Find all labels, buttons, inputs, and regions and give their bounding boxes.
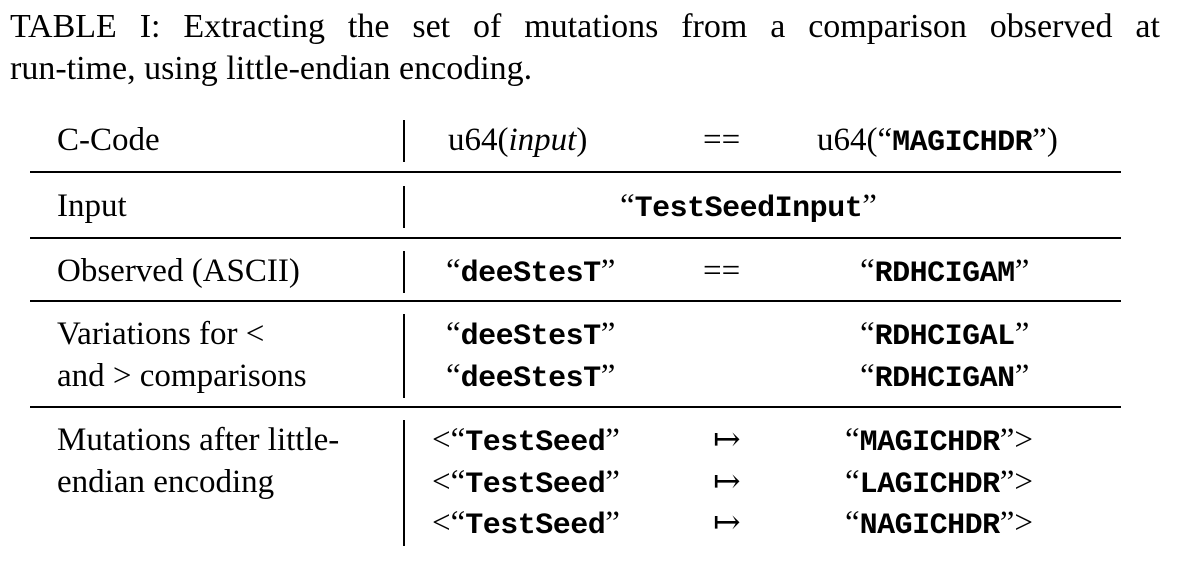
table-caption: TABLE I: Extracting the set of mutations… [10, 6, 1160, 90]
maps-to-icon: ↦ [713, 505, 741, 541]
observed-row-label: Observed (ASCII) [57, 253, 300, 289]
mutations-label-line-1: Mutations after little- [57, 422, 340, 458]
column-separator [403, 420, 405, 546]
column-separator [403, 186, 405, 228]
mutation-rhs: “NAGICHDR”> [845, 505, 1033, 543]
header-rhs: u64(“MAGICHDR”) [817, 122, 1058, 160]
caption-line-1: TABLE I: Extracting the set of mutations… [10, 6, 1160, 48]
caption-word: a [770, 8, 786, 45]
caption-word: of [473, 8, 502, 45]
mutations-label-line-2: endian encoding [57, 464, 275, 500]
observed-rhs: “RDHCIGAM” [860, 253, 1030, 291]
mutation-rhs: “MAGICHDR”> [845, 422, 1033, 460]
column-separator [403, 314, 405, 398]
variation-lhs: “deeStesT” [446, 316, 616, 354]
column-separator [403, 251, 405, 293]
input-value: “TestSeedInput” [620, 188, 877, 226]
header-row-label: C-Code [57, 122, 160, 158]
variations-label-line-1: Variations for < [57, 316, 265, 352]
caption-word: set [412, 8, 451, 45]
caption-word: mutations [524, 8, 659, 45]
maps-to-icon: ↦ [713, 422, 741, 458]
observed-lhs: “deeStesT” [446, 253, 616, 291]
caption-word: from [681, 8, 748, 45]
mutation-lhs: <“TestSeed” [432, 422, 620, 460]
caption-word: observed [989, 8, 1113, 45]
maps-to-icon: ↦ [713, 464, 741, 500]
header-operator: == [703, 122, 741, 158]
variation-lhs: “deeStesT” [446, 358, 616, 396]
caption-word: Extracting [183, 8, 326, 45]
caption-word: I: [139, 8, 161, 45]
header-rule [30, 171, 1121, 173]
caption-word: comparison [808, 8, 967, 45]
variations-label-line-2: and > comparisons [57, 358, 307, 394]
caption-word: at [1135, 8, 1160, 45]
input-row-label: Input [57, 188, 127, 224]
row-rule [30, 237, 1121, 239]
variation-rhs: “RDHCIGAL” [860, 316, 1030, 354]
column-separator [403, 120, 405, 162]
mutation-lhs: <“TestSeed” [432, 505, 620, 543]
caption-line-2: run-time, using little-endian encoding. [10, 50, 533, 87]
header-lhs: u64(input) [448, 122, 588, 158]
row-rule [30, 406, 1121, 408]
caption-word: TABLE [10, 8, 117, 45]
observed-operator: == [703, 253, 741, 289]
row-rule [30, 300, 1121, 302]
variation-rhs: “RDHCIGAN” [860, 358, 1030, 396]
mutation-lhs: <“TestSeed” [432, 464, 620, 502]
mutation-rhs: “LAGICHDR”> [845, 464, 1033, 502]
caption-word: the [347, 8, 390, 45]
